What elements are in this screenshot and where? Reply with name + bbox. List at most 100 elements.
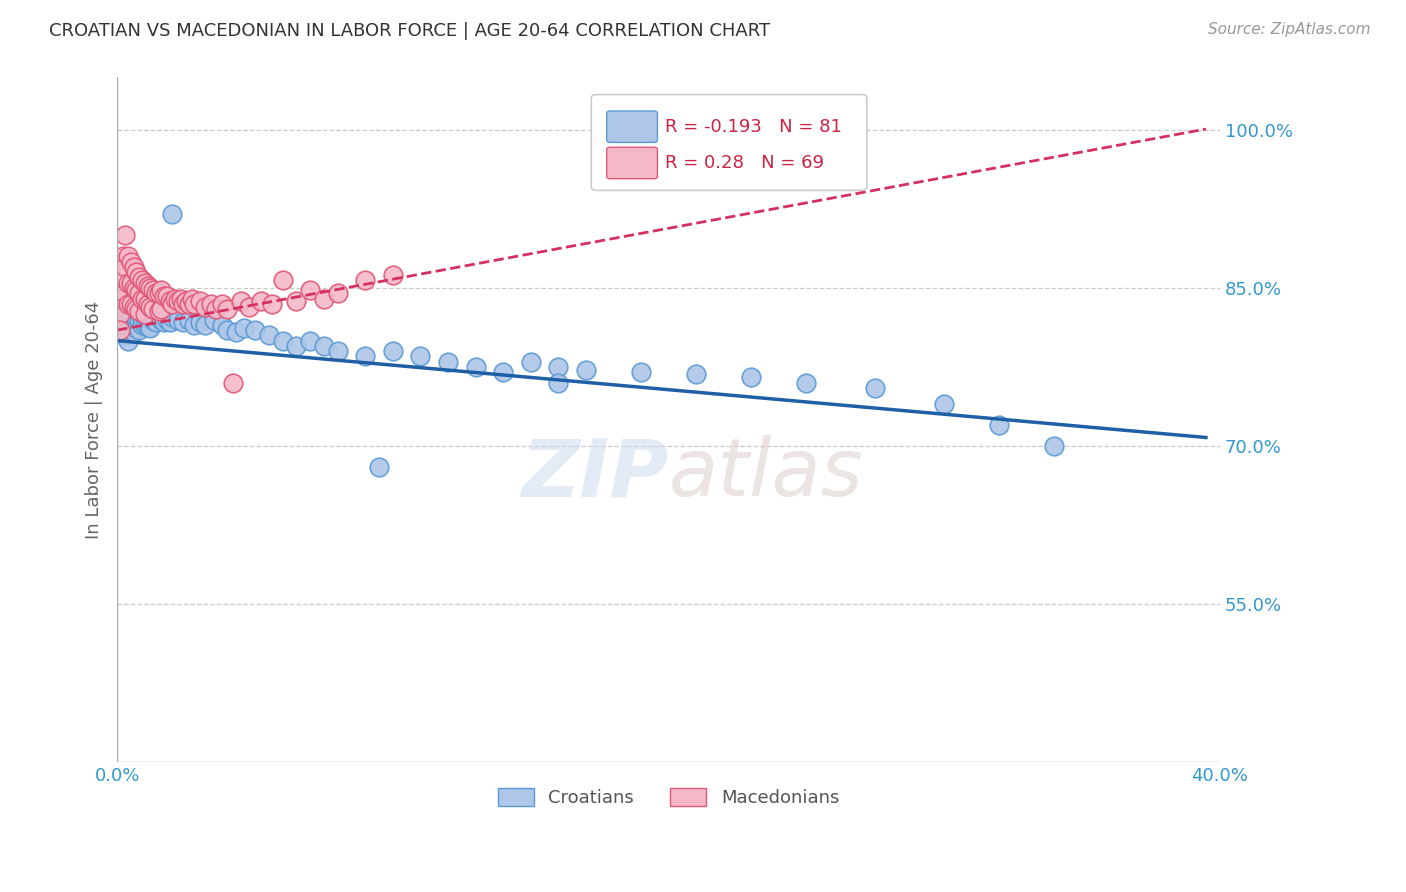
Point [988,417,1011,432]
Point [188,293,211,308]
Point [326,344,349,359]
Point [120,318,142,332]
Point [299,283,322,297]
Point [174,293,197,308]
Point [136,320,159,334]
Text: Source: ZipAtlas.com: Source: ZipAtlas.com [1208,22,1371,37]
Point [117,323,139,337]
Point [108,301,131,316]
Point [142,283,165,297]
Point [863,381,886,395]
Point [145,286,167,301]
Point [125,283,148,297]
Point [114,260,136,274]
Point [188,315,211,329]
Text: R = -0.193   N = 81: R = -0.193 N = 81 [665,118,842,136]
Y-axis label: In Labor Force | Age 20-64: In Labor Force | Age 20-64 [86,301,103,539]
Point [271,272,294,286]
Point [409,350,432,364]
Point [134,276,156,290]
Point [148,286,170,301]
Point [183,318,205,332]
Point [285,293,308,308]
Point [128,270,150,285]
Point [740,370,762,384]
Point [139,321,162,335]
Point [225,325,247,339]
Point [169,292,191,306]
Point [128,304,150,318]
Point [326,286,349,301]
Point [111,292,134,306]
Point [128,323,150,337]
Point [1043,439,1066,453]
Point [131,272,153,286]
Point [122,310,145,325]
Point [131,292,153,306]
Point [211,318,233,332]
Point [120,276,142,290]
Point [139,300,162,314]
Point [120,307,142,321]
Point [159,315,181,329]
Point [299,334,322,348]
Point [285,339,308,353]
Point [111,270,134,285]
Text: atlas: atlas [668,435,863,514]
Point [180,292,202,306]
Point [122,318,145,332]
Point [150,283,173,297]
Point [194,300,217,314]
Point [114,286,136,301]
Point [111,249,134,263]
Point [145,315,167,329]
Point [381,268,404,283]
Point [312,339,335,353]
Point [122,304,145,318]
Point [122,325,145,339]
Point [114,328,136,343]
Point [249,293,271,308]
Point [108,307,131,321]
Point [257,328,280,343]
Point [120,297,142,311]
Point [153,315,176,329]
Point [205,301,228,316]
Point [200,297,222,311]
Point [162,297,184,311]
Point [111,301,134,316]
Point [547,376,569,390]
Point [136,297,159,311]
Point [142,301,165,316]
Point [159,293,181,308]
Point [156,289,179,303]
Point [437,354,460,368]
Point [233,321,256,335]
Point [134,310,156,325]
Point [120,325,142,339]
Point [172,315,194,329]
Point [122,260,145,274]
Point [368,460,391,475]
Point [685,368,707,382]
FancyBboxPatch shape [607,147,658,178]
Point [125,265,148,279]
Point [231,293,253,308]
Point [117,276,139,290]
Point [134,318,156,332]
Point [312,292,335,306]
Legend: Croatians, Macedonians: Croatians, Macedonians [491,780,846,814]
Point [139,312,162,326]
Point [142,312,165,326]
Point [153,289,176,303]
Point [156,312,179,326]
Text: CROATIAN VS MACEDONIAN IN LABOR FORCE | AGE 20-64 CORRELATION CHART: CROATIAN VS MACEDONIAN IN LABOR FORCE | … [49,22,770,40]
Point [794,376,817,390]
Point [122,300,145,314]
Point [202,312,225,326]
Point [575,363,598,377]
Point [117,334,139,348]
Point [162,310,184,325]
Point [166,293,188,308]
Text: R = 0.28   N = 69: R = 0.28 N = 69 [665,154,824,172]
